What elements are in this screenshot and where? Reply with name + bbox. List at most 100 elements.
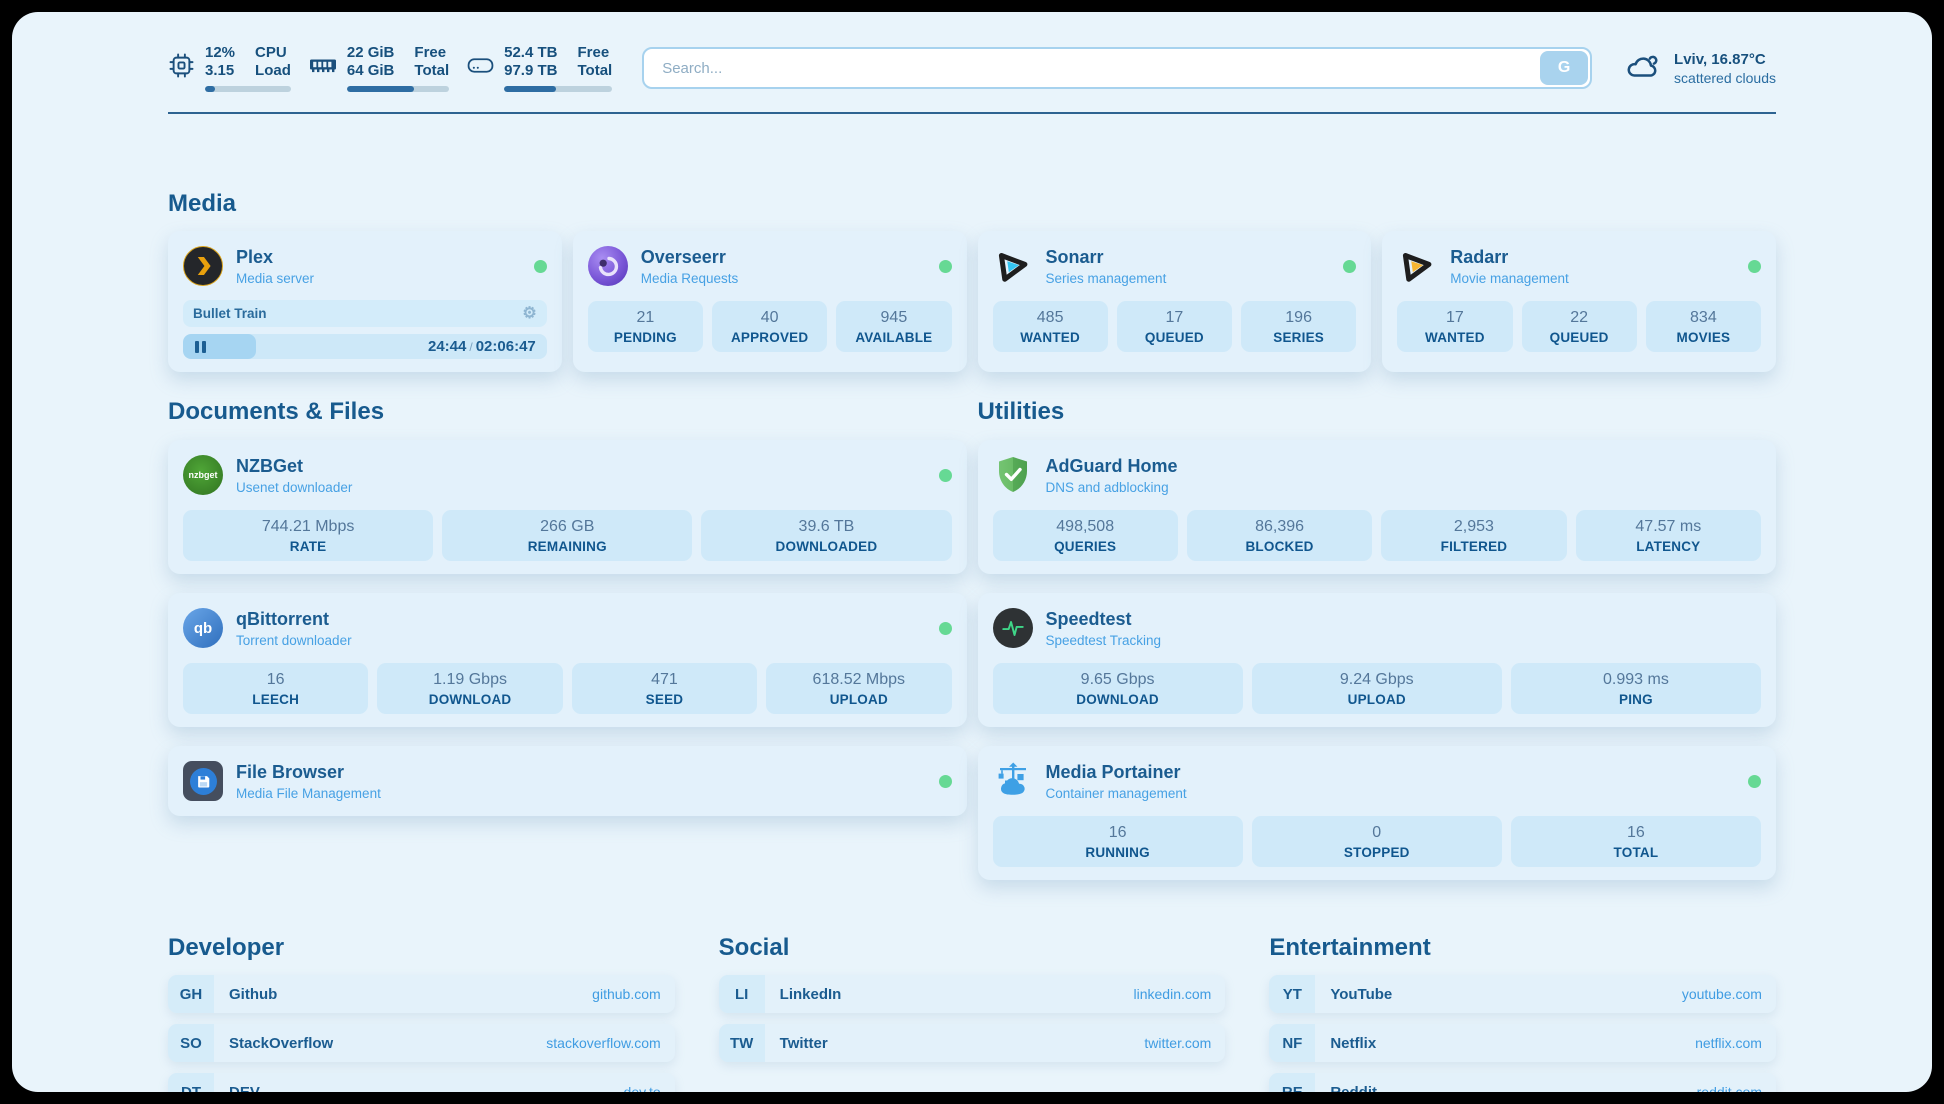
speedtest-card[interactable]: Speedtest Speedtest Tracking 9.65 Gbps D… [977, 593, 1776, 727]
search-bar: G [642, 47, 1593, 89]
entertainment-heading: Entertainment [1269, 934, 1431, 961]
app-title: Speedtest [1045, 608, 1132, 629]
disk-stat: 52.4 TB 97.9 TB Free Total [467, 44, 613, 92]
memory-stat: 22 GiB 64 GiB Free Total [309, 44, 450, 92]
radarr-card[interactable]: Radarr Movie management 17 WANTED 22 QUE… [1382, 231, 1776, 372]
entertainment-bookmarks: Entertainment YT YouTube youtube.com NF … [1269, 934, 1776, 1092]
topbar-divider [168, 112, 1776, 114]
system-stats: 12% 3.15 CPU Load [168, 44, 613, 92]
disk-stat-body: 52.4 TB 97.9 TB Free Total [504, 44, 613, 92]
filebrowser-card[interactable]: File Browser Media File Management [168, 746, 967, 816]
pause-icon [195, 340, 199, 353]
stat-downloaded: 39.6 TB DOWNLOADED [701, 510, 952, 561]
cpu-stat: 12% 3.15 CPU Load [168, 44, 291, 92]
cpu-stat-body: 12% 3.15 CPU Load [205, 44, 291, 92]
stat-upload: 618.52 Mbps UPLOAD [766, 663, 952, 714]
status-dot [938, 468, 952, 482]
status-dot [1748, 774, 1761, 788]
social-bookmarks: Social LI LinkedIn linkedin.com TW Twitt… [718, 934, 1226, 1092]
documents-section-heading: Documents & Files [168, 398, 385, 425]
filebrowser-icon [183, 761, 223, 801]
cpu-progress-bar [205, 86, 291, 92]
utilities-column: Utilities A [977, 398, 1776, 880]
disk-total-value: 97.9 TB [504, 62, 558, 79]
memory-progress-bar [346, 86, 450, 92]
app-subtitle: Movie management [1450, 270, 1569, 286]
radarr-icon [1397, 246, 1437, 286]
memory-stat-body: 22 GiB 64 GiB Free Total [346, 44, 450, 92]
app-subtitle: Torrent downloader [236, 632, 352, 648]
stat-latency: 47.57 ms LATENCY [1575, 510, 1761, 561]
playback-time: 24:44/02:06:47 [427, 338, 536, 355]
search-input[interactable] [642, 47, 1593, 89]
disk-icon [467, 56, 494, 80]
social-heading: Social [718, 934, 790, 961]
app-title: qBittorrent [236, 608, 329, 629]
stat-pending: 21 PENDING [587, 301, 703, 352]
stat-stopped: 0 STOPPED [1251, 816, 1502, 867]
now-playing-title: Bullet Train [193, 306, 267, 321]
app-title: Overseerr [640, 246, 726, 267]
stat-download: 9.65 Gbps DOWNLOAD [992, 663, 1243, 714]
bookmark-dev[interactable]: DT DEV dev.to [168, 1073, 675, 1092]
stat-approved: 40 APPROVED [712, 301, 828, 352]
disk-total-label: Total [577, 62, 613, 79]
bookmark-netflix[interactable]: NF Netflix netflix.com [1269, 1024, 1776, 1062]
search-engine-button[interactable]: G [1540, 51, 1589, 85]
stat-blocked: 86,396 BLOCKED [1186, 510, 1373, 561]
nzbget-icon: nzbget [183, 455, 223, 495]
memory-free-value: 22 GiB [346, 44, 395, 61]
stat-running: 16 RUNNING [992, 816, 1243, 867]
app-title: Media Portainer [1045, 761, 1181, 782]
app-subtitle: Speedtest Tracking [1045, 632, 1162, 648]
memory-icon [309, 56, 337, 80]
app-subtitle: Media server [236, 270, 315, 286]
bookmark-reddit[interactable]: RE Reddit reddit.com [1269, 1073, 1776, 1092]
disk-free-value: 52.4 TB [504, 44, 558, 61]
memory-free-label: Free [414, 44, 447, 61]
media-card-grid: Plex Media server Bullet Train 24:44/02:… [168, 231, 1776, 372]
portainer-card[interactable]: Media Portainer Container management 16 … [977, 746, 1776, 880]
bookmark-linkedin[interactable]: LI LinkedIn linkedin.com [718, 975, 1226, 1013]
app-subtitle: Container management [1045, 785, 1187, 801]
stat-wanted: 485 WANTED [992, 301, 1108, 352]
app-title: NZBGet [236, 455, 303, 476]
speedtest-icon [992, 608, 1033, 648]
bookmark-stackoverflow[interactable]: SO StackOverflow stackoverflow.com [168, 1024, 675, 1062]
gear-icon[interactable] [522, 306, 536, 322]
overseerr-card[interactable]: Overseerr Media Requests 21 PENDING 40 A… [572, 231, 967, 372]
stat-series: 196 SERIES [1241, 301, 1357, 352]
stat-wanted: 17 WANTED [1397, 301, 1513, 352]
stat-row: 485 WANTED 17 QUEUED 196 SERIES [992, 301, 1357, 352]
developer-bookmarks: Developer GH Github github.com SO StackO… [168, 934, 675, 1092]
bookmark-youtube[interactable]: YT YouTube youtube.com [1269, 975, 1776, 1013]
stat-available: 945 AVAILABLE [836, 301, 952, 352]
sonarr-card[interactable]: Sonarr Series management 485 WANTED 17 Q… [977, 231, 1372, 372]
plex-card[interactable]: Plex Media server Bullet Train 24:44/02:… [168, 231, 562, 372]
bookmark-twitter[interactable]: TW Twitter twitter.com [718, 1024, 1226, 1062]
app-title: AdGuard Home [1045, 455, 1178, 476]
cpu-load-value: 3.15 [205, 62, 235, 79]
portainer-icon [993, 761, 1033, 801]
weather-condition: scattered clouds [1674, 69, 1776, 86]
qbittorrent-card[interactable]: qb qBittorrent Torrent downloader 16 LEE… [168, 593, 967, 727]
stat-upload: 9.24 Gbps UPLOAD [1251, 663, 1502, 714]
bookmark-github[interactable]: GH Github github.com [168, 975, 675, 1013]
topbar: 12% 3.15 CPU Load [168, 42, 1776, 94]
stat-queries: 498,508 QUERIES [992, 510, 1178, 561]
app-subtitle: Media File Management [236, 785, 381, 801]
stat-filtered: 2,953 FILTERED [1381, 510, 1567, 561]
app-subtitle: Series management [1045, 270, 1167, 286]
nzbget-card[interactable]: nzbget NZBGet Usenet downloader 744.21 M… [168, 440, 967, 574]
playback-played-segment[interactable] [183, 334, 256, 359]
status-dot [1748, 259, 1761, 273]
stat-rate: 744.21 Mbps RATE [183, 510, 434, 561]
weather-location-temp: Lviv, 16.87°C [1674, 50, 1766, 68]
stat-queued: 17 QUEUED [1116, 301, 1232, 352]
adguard-card[interactable]: AdGuard Home DNS and adblocking 498,508 … [977, 440, 1776, 574]
sonarr-icon [993, 246, 1033, 286]
utilities-section-heading: Utilities [977, 398, 1065, 425]
playback-progress-bar[interactable]: 24:44/02:06:47 [183, 334, 547, 359]
stat-seed: 471 SEED [571, 663, 758, 714]
memory-total-value: 64 GiB [346, 62, 395, 79]
